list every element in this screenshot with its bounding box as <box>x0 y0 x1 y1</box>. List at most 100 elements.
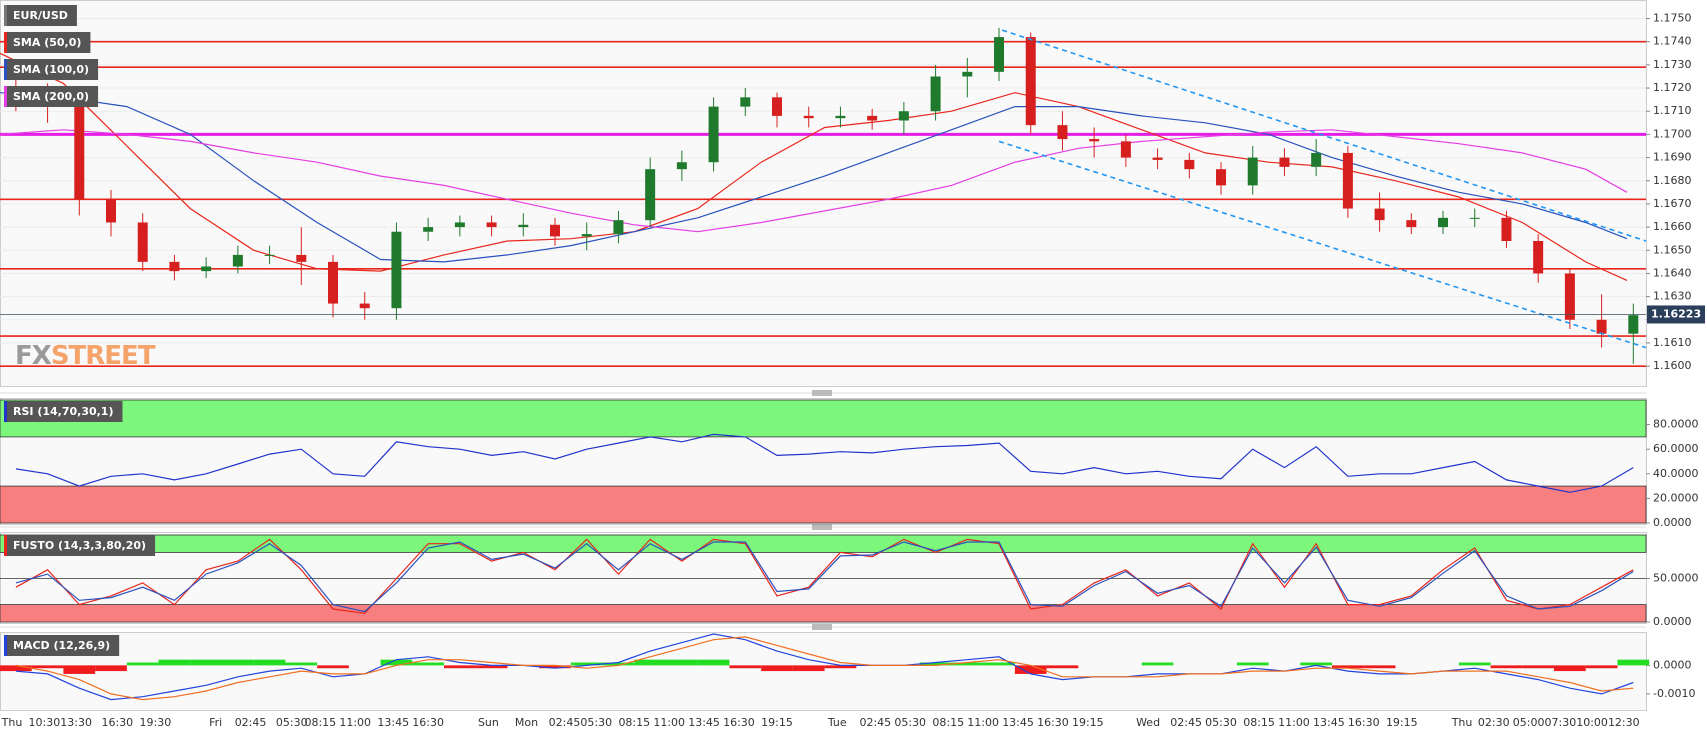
histogram-bar <box>475 665 508 669</box>
candle-body <box>613 220 624 235</box>
candle-body <box>486 222 497 228</box>
candle-body <box>1247 157 1258 186</box>
candle-body <box>994 37 1005 72</box>
candle-body <box>1533 241 1544 274</box>
candle-body <box>645 169 656 221</box>
candle-body <box>1596 319 1607 334</box>
histogram-bar <box>1300 662 1333 666</box>
legend-box[interactable] <box>4 635 120 656</box>
legend-box[interactable] <box>4 401 123 422</box>
y-tick-label: 80.0000 <box>1653 418 1699 431</box>
x-tick-label: 13:45 <box>1313 716 1345 729</box>
histogram-bar <box>792 665 825 672</box>
candle-body <box>1342 152 1353 209</box>
candle-body <box>1501 217 1512 242</box>
x-tick-label: 19:15 <box>761 716 793 729</box>
candle-body <box>898 111 909 121</box>
histogram-bar <box>1332 665 1364 669</box>
y-tick-label: 1.1600 <box>1653 359 1692 372</box>
histogram-bar <box>570 662 603 666</box>
x-tick-label: 02:45 <box>859 716 891 729</box>
histogram-bar <box>1141 662 1174 666</box>
y-tick-label: 1.1700 <box>1653 127 1692 140</box>
candle-body <box>772 97 783 116</box>
y-tick-label: 0.0000 <box>1653 615 1692 628</box>
histogram-bar <box>1554 665 1586 672</box>
histogram-bar <box>729 665 762 669</box>
legend-box[interactable] <box>4 86 99 107</box>
x-tick-label: 13:45 <box>1002 716 1034 729</box>
histogram-bar <box>951 662 984 666</box>
x-tick-label: 02:45 <box>1170 716 1202 729</box>
legend-box[interactable] <box>4 32 91 53</box>
legend-swatch <box>4 401 7 422</box>
x-tick-label: Sun <box>478 716 499 729</box>
histogram-bar <box>1046 665 1079 669</box>
legend-box[interactable] <box>4 59 99 80</box>
histogram-bar <box>1617 659 1650 666</box>
y-tick-label: 1.1710 <box>1653 104 1692 117</box>
legend-label: SMA (100,0) <box>13 63 89 76</box>
y-tick-label: 1.1660 <box>1653 220 1692 233</box>
histogram-bar <box>761 665 793 672</box>
y-tick-label: 0.0000 <box>1653 516 1692 529</box>
x-tick-label: Fri <box>209 716 222 729</box>
candle-body <box>74 99 85 200</box>
candle-body <box>137 222 148 262</box>
candle-body <box>676 162 687 170</box>
candle-body <box>708 106 719 163</box>
candle-body <box>232 254 243 267</box>
indicator-line <box>15 433 1634 493</box>
histogram-bar <box>126 662 159 666</box>
legend-box[interactable] <box>4 535 156 556</box>
candle-body <box>1564 273 1575 320</box>
x-tick-label: Mon <box>515 716 538 729</box>
y-tick-label: 0.0000 <box>1653 658 1692 671</box>
candle-body <box>1311 152 1322 167</box>
candle-body <box>1152 157 1163 160</box>
zone-band <box>0 604 1647 623</box>
zone-band <box>0 399 1647 438</box>
x-tick-label: 13:45 <box>377 716 409 729</box>
legend-box[interactable] <box>4 5 77 26</box>
candle-body <box>1057 125 1068 140</box>
histogram-bar <box>602 662 635 666</box>
histogram-bar <box>190 659 223 666</box>
candle-body <box>1120 141 1131 158</box>
x-tick-label: Wed <box>1136 716 1160 729</box>
y-tick-label: 1.1680 <box>1653 174 1692 187</box>
x-tick-label: 05:30 <box>276 716 308 729</box>
candle-body <box>454 222 465 228</box>
legend-swatch <box>4 5 7 26</box>
candle-body <box>423 227 434 232</box>
x-tick-label: 16:30 <box>723 716 755 729</box>
x-tick-label: 16:30 <box>1348 716 1380 729</box>
x-tick-label: 05:30 <box>1205 716 1237 729</box>
histogram-bar <box>31 665 64 669</box>
legend-swatch <box>4 32 7 53</box>
histogram-bar <box>1458 662 1491 666</box>
candle-body <box>550 224 561 237</box>
indicator-line <box>15 636 1634 701</box>
histogram-bar <box>317 665 349 669</box>
histogram-bar <box>285 662 318 666</box>
histogram-bar <box>0 665 32 672</box>
x-tick-label: 05:30 <box>894 716 926 729</box>
histogram-bar <box>1522 665 1555 669</box>
legend-label: MACD (12,26,9) <box>13 639 110 652</box>
legend-label: EUR/USD <box>13 9 68 22</box>
y-tick-label: 1.1630 <box>1653 290 1692 303</box>
zone-band <box>0 485 1647 524</box>
histogram-bar <box>1014 665 1047 674</box>
candle-body <box>740 97 751 107</box>
histogram-bar <box>380 659 413 666</box>
x-tick-label: 13:45 <box>688 716 720 729</box>
x-tick-label: Thu <box>1451 716 1473 729</box>
histogram-bar <box>1236 662 1269 666</box>
x-tick-label: Thu <box>1 716 23 729</box>
candle-body <box>328 261 339 304</box>
zone-band <box>0 534 1647 553</box>
histogram-bar <box>983 662 1015 666</box>
x-tick-label: 05:30 <box>580 716 612 729</box>
candle-body <box>1279 157 1290 167</box>
